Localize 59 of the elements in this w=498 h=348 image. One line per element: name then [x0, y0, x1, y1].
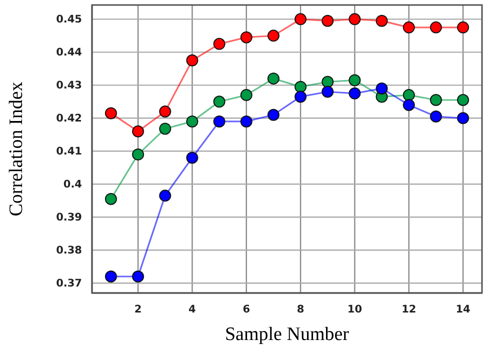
y-tick-label: 0.38 [56, 244, 82, 256]
point [213, 115, 226, 128]
point [376, 82, 388, 94]
point [348, 87, 361, 100]
point [240, 31, 252, 44]
y-tick-label: 0.37 [56, 277, 82, 290]
y-tick-label: 0.42 [56, 112, 82, 125]
point [322, 76, 334, 88]
x-tick-label: 8 [296, 303, 304, 316]
point [457, 112, 470, 124]
y-tick-label: 0.44 [56, 46, 82, 59]
point [186, 54, 198, 66]
point [402, 89, 415, 102]
y-tick-label: 0.43 [56, 80, 82, 92]
point [457, 94, 470, 106]
y-tick-label: 0.39 [56, 211, 82, 224]
y-tick-label: 0.4 [63, 178, 82, 190]
x-tick-label: 12 [402, 303, 416, 316]
point [159, 190, 172, 202]
x-tick-label: 10 [347, 303, 362, 316]
point [267, 72, 280, 85]
point [267, 108, 280, 121]
point [186, 115, 198, 128]
point [240, 89, 252, 102]
point [294, 90, 307, 103]
point [104, 192, 117, 205]
point [132, 125, 144, 138]
point [132, 270, 144, 283]
point [322, 14, 334, 27]
point [159, 122, 172, 135]
point [348, 13, 361, 26]
point [159, 106, 172, 118]
point [186, 152, 198, 164]
y-tick-label: 0.41 [56, 146, 82, 158]
point [104, 270, 117, 283]
point [402, 98, 415, 111]
point [213, 38, 226, 50]
point [294, 13, 307, 26]
point [104, 107, 117, 120]
point [294, 80, 307, 93]
point [348, 74, 361, 86]
point [376, 14, 388, 27]
point [402, 21, 415, 34]
x-tick-label: 6 [242, 303, 250, 316]
x-tick-label: 4 [188, 303, 196, 316]
point [430, 110, 442, 123]
point [132, 148, 144, 160]
x-tick-label: 2 [134, 303, 142, 316]
point [267, 30, 280, 42]
x-tick-label: 14 [456, 303, 470, 316]
y-tick-label: 0.45 [56, 14, 82, 26]
x-axis-title: Sample Number [224, 324, 350, 345]
point [430, 21, 442, 34]
point [430, 94, 442, 106]
point [240, 115, 252, 128]
y-axis-title: Correlation Index [6, 81, 27, 216]
point [213, 96, 226, 108]
point [322, 86, 334, 98]
point [457, 21, 470, 34]
